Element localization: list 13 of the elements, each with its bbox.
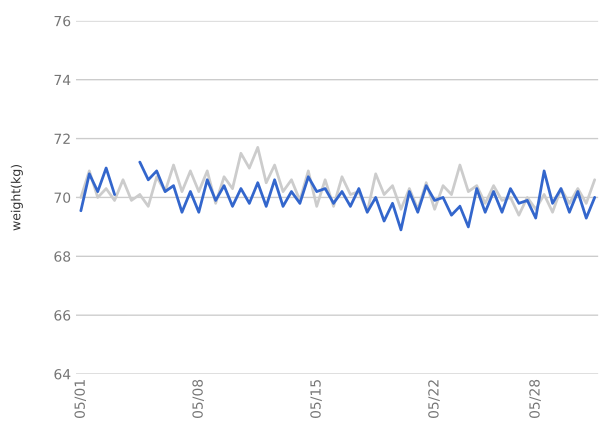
- x-tick-label: 05/15: [310, 380, 322, 418]
- x-tick-label: 05/22: [428, 380, 440, 418]
- x-tick-label: 05/01: [74, 380, 86, 418]
- y-tick-label: 76: [54, 16, 70, 26]
- y-tick-label: 64: [54, 368, 70, 380]
- y-tick-label: 70: [54, 192, 70, 203]
- x-tick-label: 05/28: [529, 380, 541, 418]
- y-tick-label: 72: [54, 134, 70, 144]
- y-tick-label: 74: [54, 74, 70, 86]
- y-axis-title: weight(kg): [10, 164, 23, 230]
- y-tick-label: 66: [54, 310, 70, 321]
- x-tick-label: 05/08: [192, 380, 204, 418]
- y-tick-label: 68: [54, 251, 70, 262]
